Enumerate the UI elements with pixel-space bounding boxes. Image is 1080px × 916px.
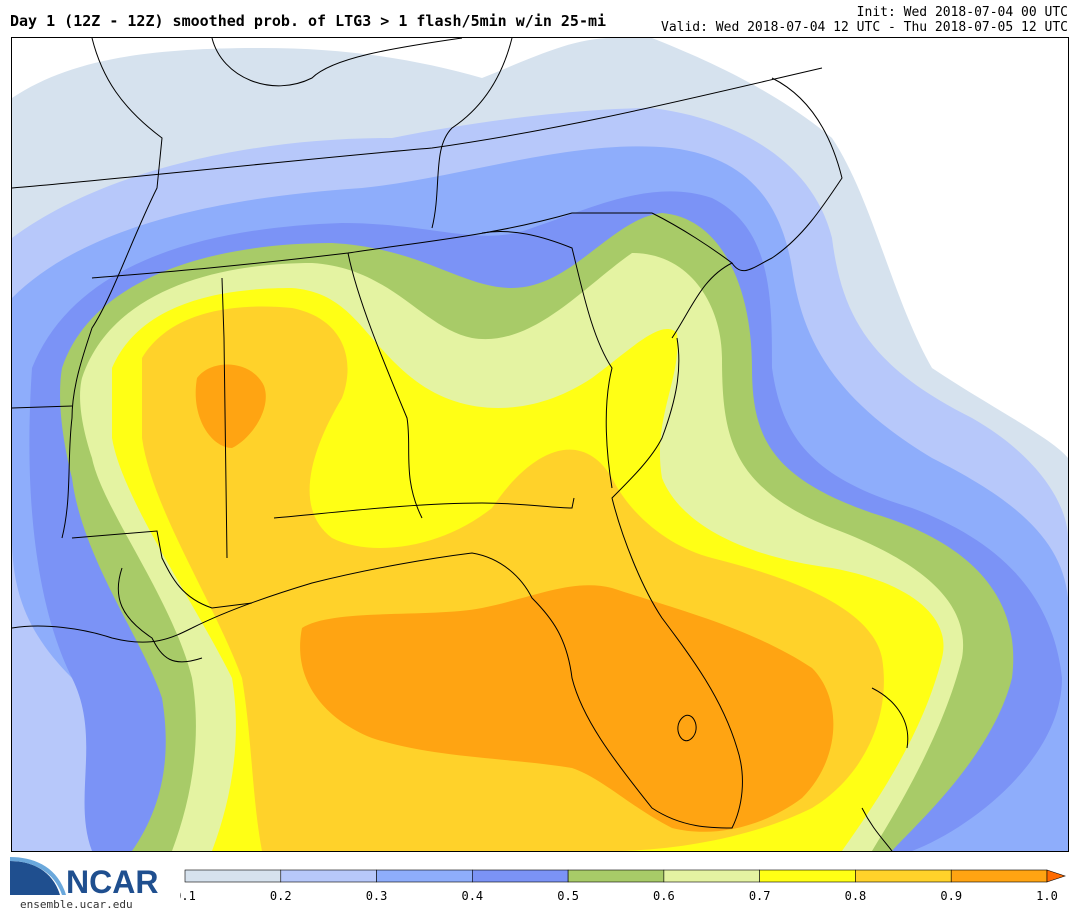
colorbar-swatch-0 [184, 869, 282, 883]
colorbar-swatch-1 [280, 869, 377, 883]
colorbar-tick-label: 1.0 [1036, 889, 1058, 903]
colorbar-swatch-2 [376, 869, 473, 883]
colorbar-tick-label: 0.2 [270, 889, 292, 903]
colorbar-tick-label: 0.9 [940, 889, 962, 903]
colorbar-tick-label: 0.6 [653, 889, 675, 903]
colorbar-swatch-7 [855, 869, 952, 883]
colorbar: 0.1 0.2 0.3 0.4 0.5 0.6 0.7 0.8 0.9 1.0 [174, 866, 1070, 912]
colorbar-swatch-8 [950, 869, 1048, 883]
colorbar-swatch-3 [472, 869, 569, 883]
init-time-label: Init: Wed 2018-07-04 00 UTC [856, 5, 1068, 20]
map-title: Day 1 (12Z - 12Z) smoothed prob. of LTG3… [10, 12, 607, 30]
band-0-9-north [195, 364, 266, 448]
colorbar-tick-label: 0.4 [461, 889, 483, 903]
svg-text:NCAR: NCAR [66, 864, 158, 897]
probability-map [11, 37, 1069, 852]
colorbar-swatch-6 [759, 869, 856, 883]
colorbar-tick-label: 0.7 [749, 889, 771, 903]
colorbar-extend-arrow [1046, 869, 1066, 883]
colorbar-tick-label: 0.5 [557, 889, 579, 903]
logo-url: ensemble.ucar.edu [20, 898, 133, 911]
colorbar-swatch-5 [663, 869, 760, 883]
colorbar-swatch-4 [567, 869, 665, 883]
state-boundaries [12, 38, 909, 851]
colorbar-tick-label: 0.1 [180, 889, 196, 903]
valid-time-label: Valid: Wed 2018-07-04 12 UTC - Thu 2018-… [661, 20, 1068, 35]
colorbar-tick-label: 0.3 [366, 889, 388, 903]
ncar-logo: NCAR [10, 855, 158, 913]
band-0-9 [300, 585, 834, 832]
colorbar-tick-label: 0.8 [845, 889, 867, 903]
